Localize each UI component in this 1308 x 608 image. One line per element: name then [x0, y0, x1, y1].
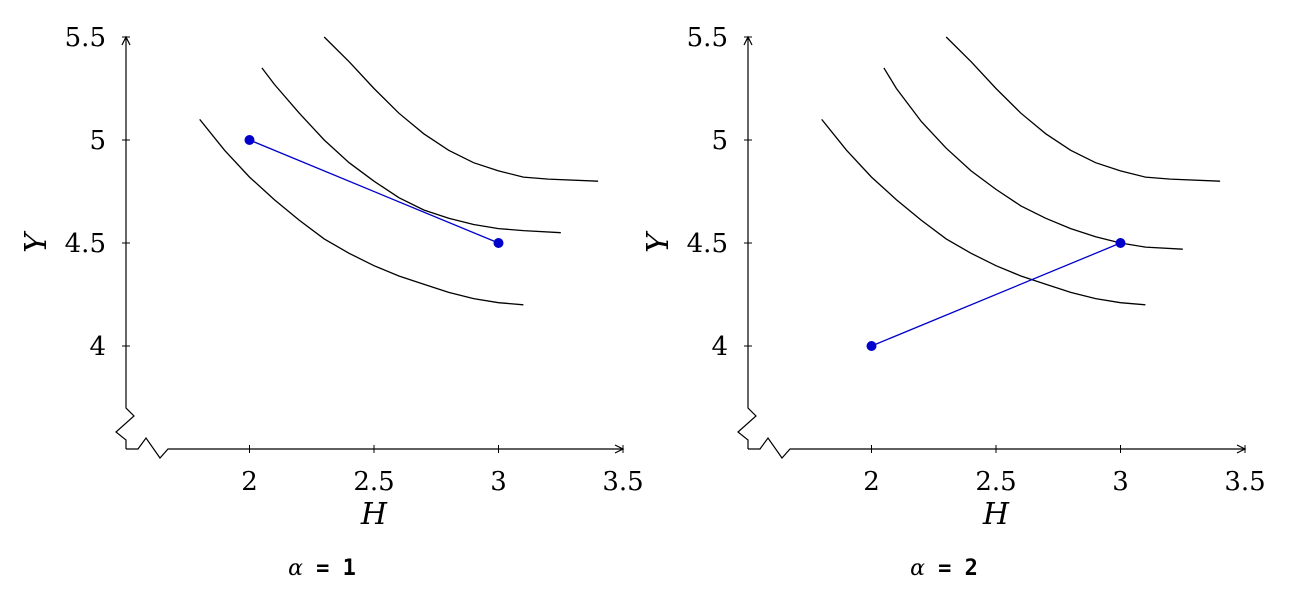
x-tick-label: 3 [1112, 467, 1129, 497]
y-axis-label: Y [641, 230, 676, 253]
x-tick-label: 2 [863, 467, 880, 497]
caption-symbol: α [910, 556, 925, 581]
segment-line [249, 139, 499, 244]
curve-2 [883, 67, 1183, 250]
x-axis-label: H [360, 497, 388, 532]
x-tick-label: 3 [490, 467, 507, 497]
x-axis [126, 436, 623, 459]
y-axis-label: Y [19, 230, 54, 253]
curve-2 [261, 67, 561, 234]
x-tick-label: 3.5 [1224, 467, 1265, 497]
x-tick-label: 2.5 [975, 467, 1016, 497]
chart-panel-alpha-2: 2 2.5 3 3.5 4 4.5 5 5.5 H Y α = 2 [622, 0, 1276, 608]
caption-text: = 2 [924, 556, 978, 581]
y-tick-label: 4 [711, 332, 728, 362]
x-axis [748, 436, 1245, 459]
caption-alpha-2: α = 2 [844, 556, 1044, 581]
y-tick-label: 5.5 [687, 23, 728, 53]
segment-line [871, 242, 1121, 347]
y-tick-label: 4 [89, 332, 106, 362]
x-tick-label: 3.5 [602, 467, 643, 497]
chart-svg-alpha-2: 2 2.5 3 3.5 4 4.5 5 5.5 H Y [641, 23, 1266, 532]
caption-text: = 1 [302, 556, 356, 581]
x-tick-label: 2.5 [353, 467, 394, 497]
y-tick-label: 5.5 [65, 23, 106, 53]
x-axis-label: H [982, 497, 1010, 532]
y-tick-label: 5 [89, 126, 106, 156]
chart-panel-alpha-1: 2 2.5 3 3.5 4 4.5 5 5.5 H Y α = 1 [19, 23, 644, 581]
segment-point [1115, 238, 1126, 248]
chart-svg-alpha-1: 2 2.5 3 3.5 4 4.5 5 5.5 H Y [19, 23, 644, 532]
y-tick-label: 4.5 [65, 229, 106, 259]
y-tick-label: 5 [711, 126, 728, 156]
caption-alpha-1: α = 1 [222, 556, 422, 581]
x-tick-label: 2 [241, 467, 258, 497]
segment-point [493, 238, 504, 248]
caption-symbol: α [288, 556, 303, 581]
segment-point [244, 135, 255, 145]
curve-3 [945, 36, 1221, 182]
curve-3 [323, 36, 599, 182]
segment-point [866, 341, 877, 351]
y-tick-label: 4.5 [687, 229, 728, 259]
curve-1 [199, 118, 524, 306]
curve-1 [821, 118, 1146, 306]
